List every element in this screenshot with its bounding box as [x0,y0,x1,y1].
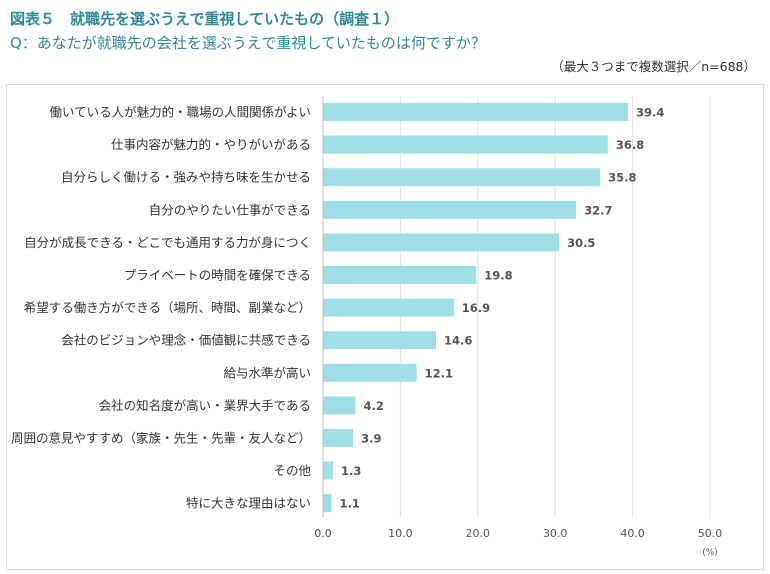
bar [323,135,608,154]
category-label: 自分が成長できる・どこでも通用する力が身につく [24,235,311,250]
value-label: 36.8 [616,138,644,152]
value-label: 1.1 [340,497,360,511]
x-tick-label: 20.0 [466,527,491,540]
sample-note: （最大３つまで複数選択／n=688） [551,59,756,74]
bar [323,461,334,480]
value-label: 16.9 [462,301,490,315]
value-label: 1.3 [341,464,361,478]
bar [323,429,354,447]
value-label: 35.8 [608,171,636,185]
bar [323,233,560,252]
category-label: 会社の知名度が高い・業界大手である [99,398,311,413]
category-label: 周囲の意見やすすめ（家族・先生・先輩・友人など） [11,431,311,446]
value-label: 30.5 [567,236,595,250]
category-label: 希望する働き方ができる（場所、時間、副業など） [24,300,311,315]
value-label: 3.9 [361,432,381,446]
category-label: 特に大きな理由はない [186,496,311,511]
category-label: 自分らしく働ける・強みや持ち味を生かせる [61,170,311,185]
bar [323,363,417,382]
x-axis-unit: (%) [702,548,718,558]
category-label: プライベートの時間を確保できる [124,268,311,283]
category-label: 自分のやりたい仕事ができる [149,202,311,217]
value-label: 4.2 [364,399,384,413]
bar [323,494,332,513]
category-label: 会社のビジョンや理念・価値観に共感できる [61,333,311,348]
chart-frame [6,84,764,570]
bar [323,331,437,350]
value-label: 14.6 [444,334,472,348]
bar [323,200,577,219]
value-label: 19.8 [484,269,512,283]
value-label: 39.4 [636,106,664,120]
bar [323,396,356,415]
x-tick-label: 50.0 [698,527,723,540]
category-label: 給与水準が高い [223,365,311,380]
value-label: 12.1 [425,366,453,380]
x-tick-label: 40.0 [620,527,645,540]
bar [323,298,454,317]
survey-question: Q：あなたが就職先の会社を選ぶうえで重視していたものは何ですか？ [10,34,486,52]
x-tick-label: 0.0 [314,527,332,540]
category-label: 働いている人が魅力的・職場の人間関係がよい [49,105,311,120]
value-label: 32.7 [584,203,612,217]
bar [323,168,601,187]
category-label: 仕事内容が魅力的・やりがいがある [111,137,311,152]
x-tick-label: 10.0 [388,527,413,540]
bar [323,103,628,121]
bar [323,266,477,284]
category-label: その他 [273,463,311,478]
x-tick-label: 30.0 [543,527,568,540]
figure-title: 図表５ 就職先を選ぶうえで重視していたもの（調査１） [10,10,400,28]
